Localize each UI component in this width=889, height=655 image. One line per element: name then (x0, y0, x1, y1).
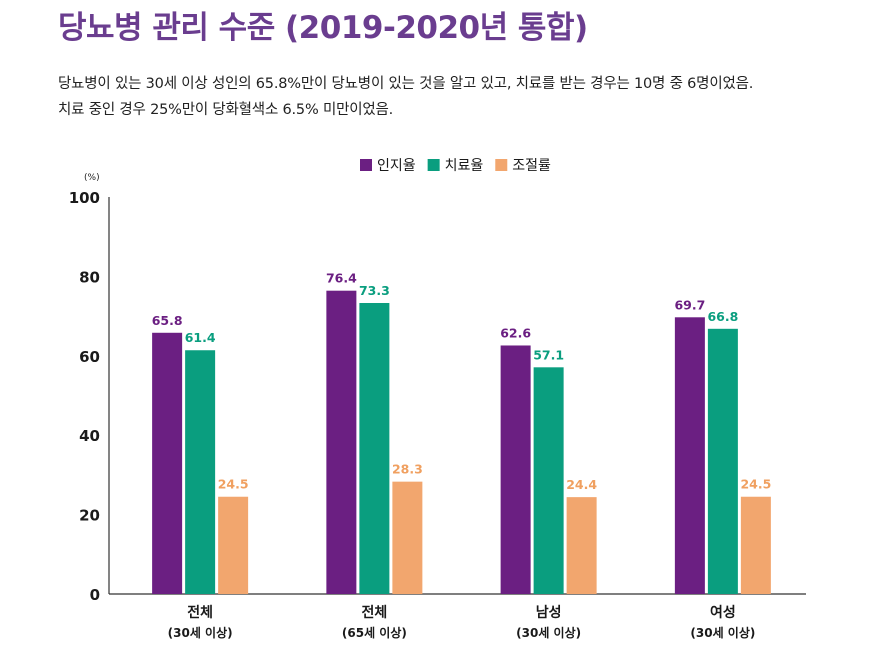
y-tick-label: 60 (79, 348, 100, 366)
data-label: 57.1 (533, 347, 564, 362)
bar (533, 367, 564, 594)
legend-label: 인지율 (377, 158, 416, 174)
x-tick-label: 전체 (187, 604, 213, 621)
x-tick-sublabel: (30세 이상) (168, 625, 233, 640)
data-label: 24.5 (740, 477, 771, 492)
bar (392, 481, 423, 594)
bar (185, 350, 216, 594)
description-line-1: 당뇨병이 있는 30세 이상 성인의 65.8%만이 당뇨병이 있는 것을 알고… (58, 76, 754, 92)
legend-swatch (495, 159, 508, 171)
y-tick-label: 100 (69, 189, 100, 207)
bar (566, 497, 597, 594)
legend-swatch (427, 159, 440, 171)
y-tick-label: 40 (79, 427, 100, 445)
x-tick-sublabel: (30세 이상) (690, 625, 755, 640)
bar (707, 328, 738, 594)
x-tick-label: 여성 (710, 604, 736, 621)
x-tick-label: 남성 (536, 604, 562, 621)
bar (500, 345, 531, 594)
bar (218, 496, 249, 594)
data-label: 24.4 (566, 477, 597, 492)
data-label: 76.4 (326, 271, 357, 286)
data-label: 28.3 (392, 462, 423, 477)
data-label: 66.8 (707, 309, 738, 324)
bar (152, 332, 183, 594)
data-label: 73.3 (359, 283, 390, 298)
data-label: 65.8 (152, 313, 183, 328)
description-line-2: 치료 중인 경우 25%만이 당화혈색소 6.5% 미만이었음. (58, 102, 394, 118)
bar (674, 317, 705, 594)
x-tick-label: 전체 (361, 604, 387, 621)
y-axis-unit-label: (%) (84, 173, 100, 183)
y-tick-label: 20 (79, 507, 100, 525)
bar (326, 290, 357, 594)
bar (359, 302, 390, 594)
y-tick-label: 0 (90, 586, 100, 604)
y-tick-label: 80 (79, 268, 100, 286)
data-label: 61.4 (185, 330, 216, 345)
data-label: 24.5 (218, 477, 249, 492)
legend-swatch (360, 159, 372, 171)
page-title: 당뇨병 관리 수준 (2019-2020년 통합) (58, 10, 588, 46)
data-label: 69.7 (674, 297, 705, 312)
legend-label: 조절률 (512, 158, 551, 174)
x-tick-sublabel: (30세 이상) (516, 625, 581, 640)
legend-label: 치료율 (445, 158, 484, 174)
x-tick-sublabel: (65세 이상) (342, 625, 407, 640)
data-label: 62.6 (500, 325, 531, 340)
bar (740, 496, 771, 594)
